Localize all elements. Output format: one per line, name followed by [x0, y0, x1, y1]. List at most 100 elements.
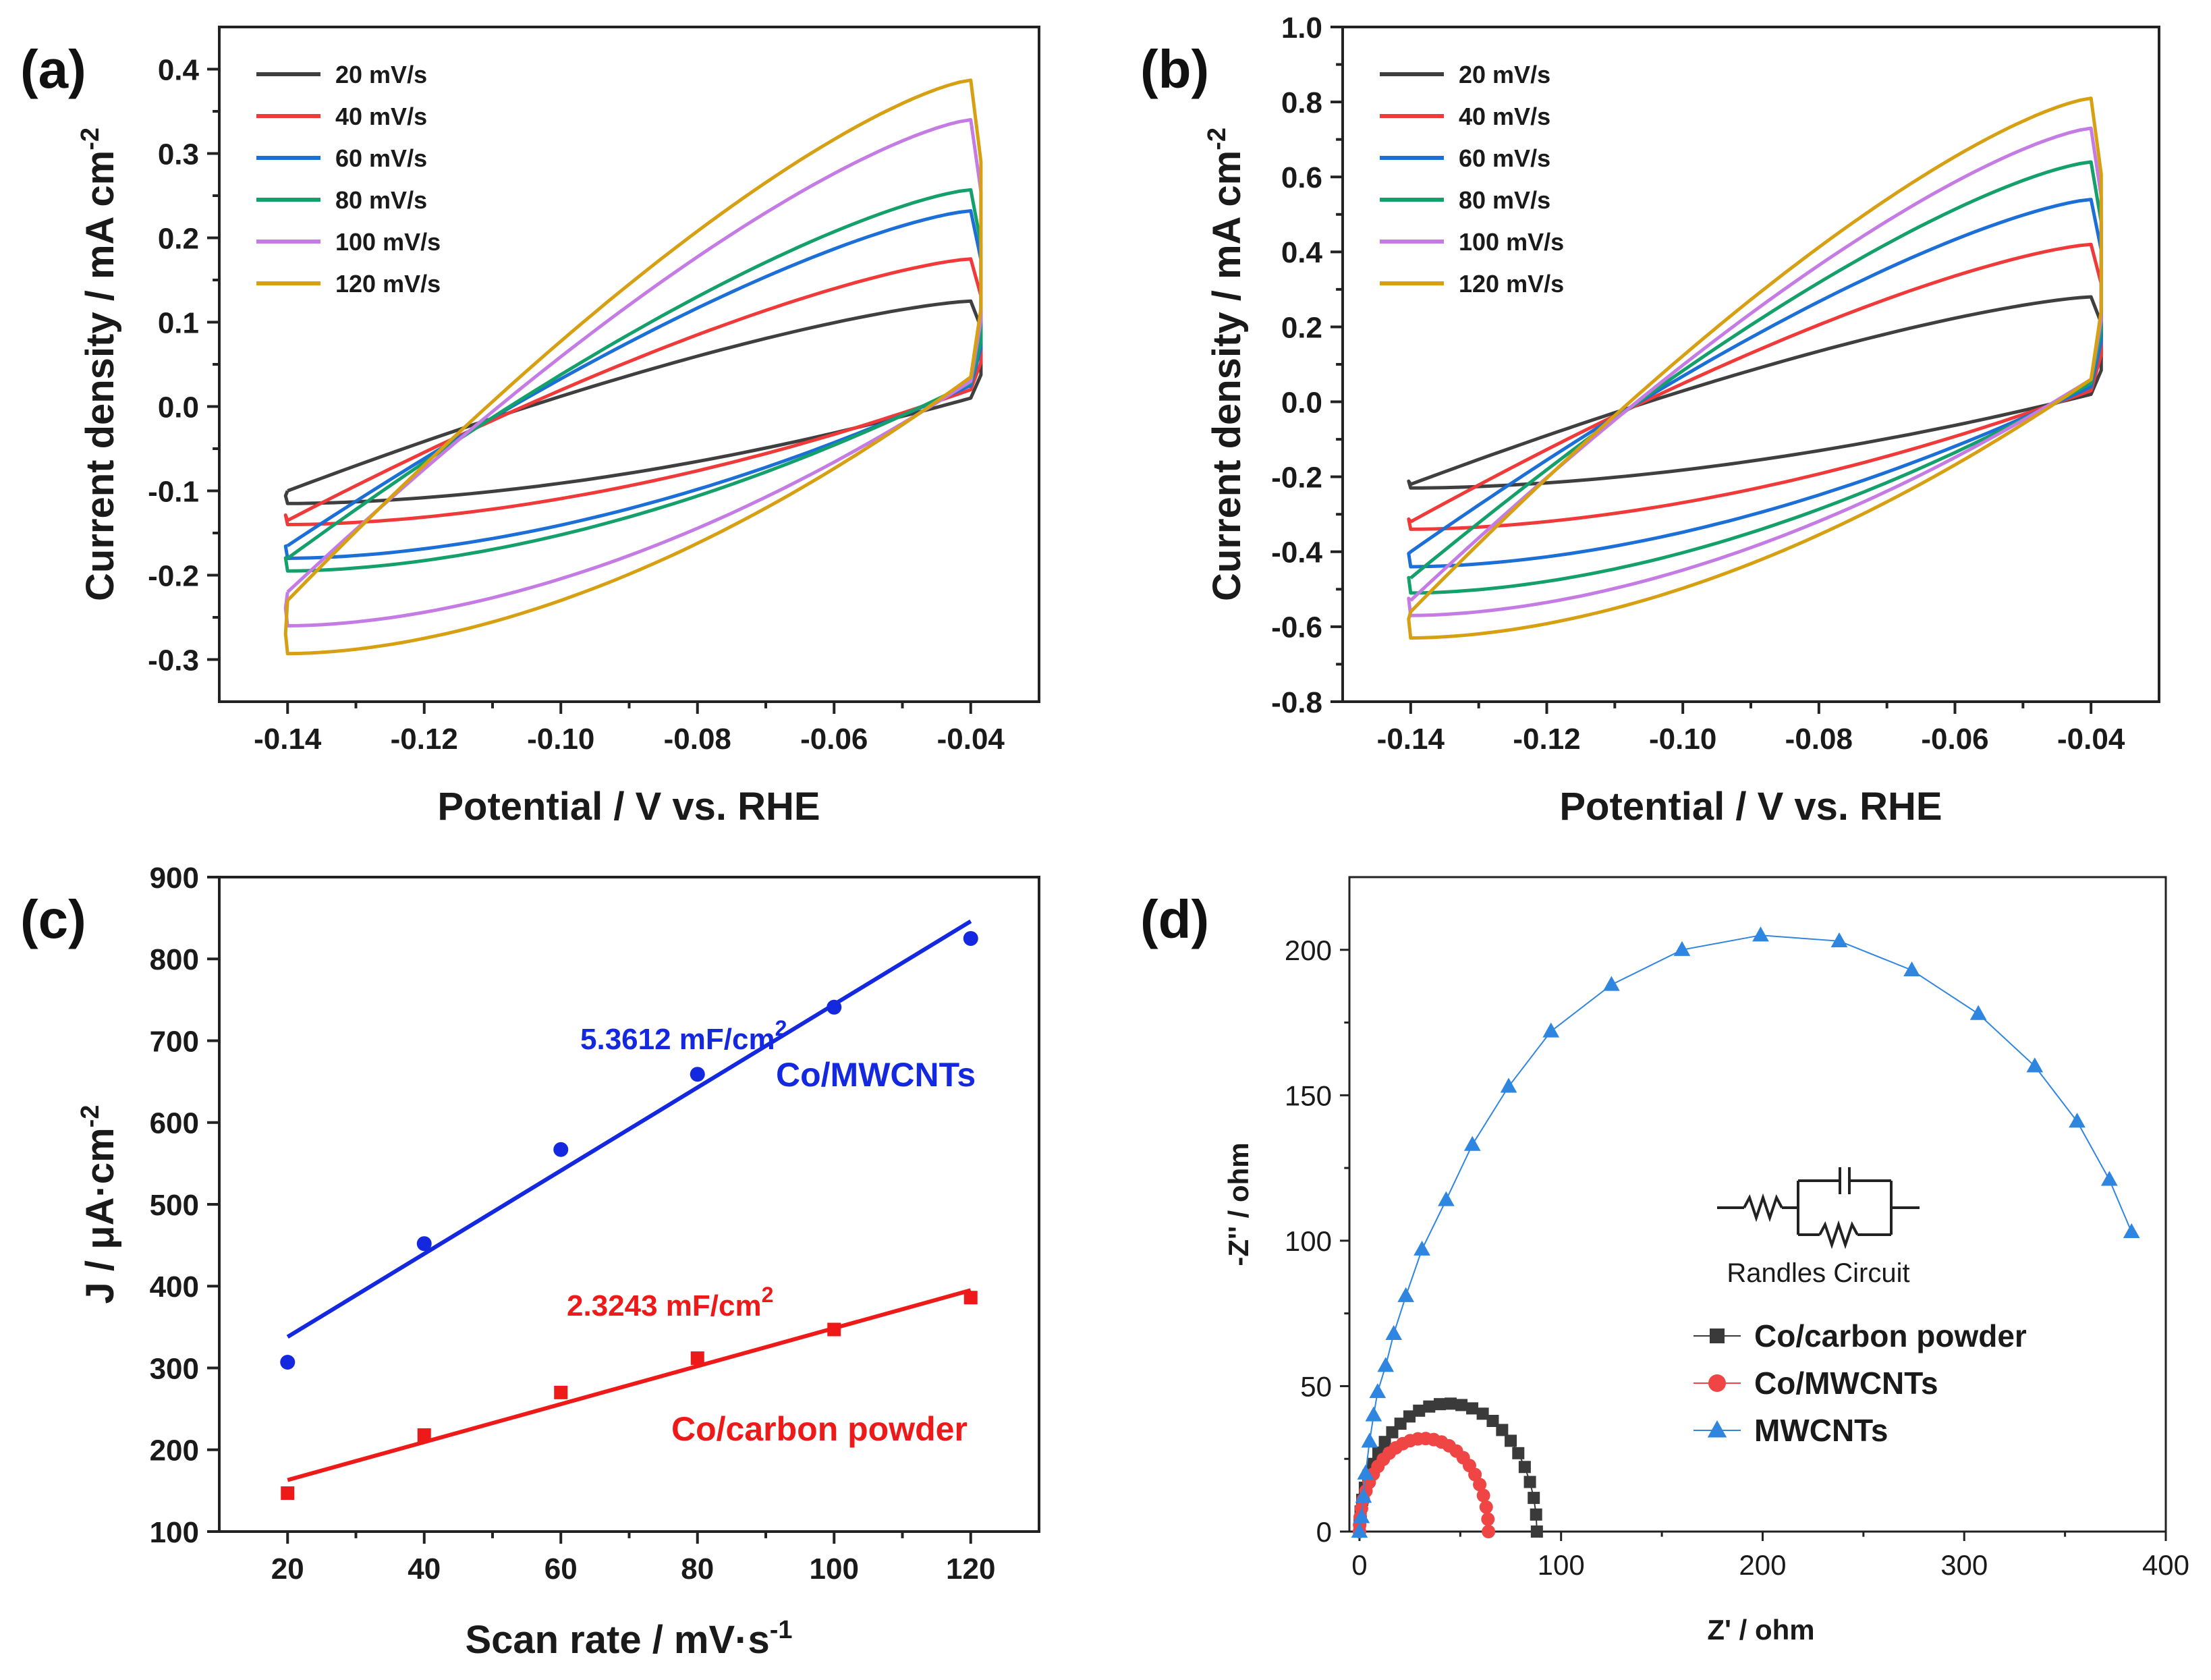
y-axis-label-d: -Z'' / ohm [1223, 1142, 1254, 1266]
y-tick-label-a: -0.1 [148, 475, 199, 508]
y-tick-label-b: 0.4 [1281, 236, 1323, 269]
x-tick-label-d: 100 [1538, 1549, 1585, 1581]
data-point-co-carbon-powder [1433, 1398, 1446, 1411]
y-tick-label-b: 0.6 [1281, 161, 1322, 194]
x-tick-label-d: 300 [1940, 1549, 1988, 1581]
axis-ticks-a: -0.14 -0.12 -0.10 -0.08 -0.06 -0.04 -0.3 -0.2 -0… [148, 53, 1005, 756]
data-point-mwcnts [1830, 932, 1848, 947]
x-axis-label-c-sup: -1 [770, 1616, 793, 1644]
x-tick-label-c: 40 [408, 1552, 441, 1586]
legend-label-a: 80 mV/s [335, 186, 427, 214]
fit-line-co-carbon [287, 1288, 972, 1482]
y-tick-label-c: 800 [150, 943, 199, 976]
legend-label-b: 80 mV/s [1459, 186, 1550, 214]
x-tick-label-d: 400 [2142, 1549, 2189, 1581]
x-tick-label-c: 60 [544, 1552, 578, 1586]
cv-curve-b-120mvs [1407, 96, 2103, 640]
series-label-co-carbon: Co/carbon powder [671, 1410, 968, 1448]
y-tick-label-d: 0 [1316, 1516, 1332, 1548]
y-axis-label-a-sup: -2 [76, 128, 105, 150]
data-point-co-mwcnts [1479, 1500, 1493, 1514]
data-point-mwcnts [2123, 1223, 2140, 1239]
legend-label-d: MWCNTs [1754, 1413, 1888, 1448]
data-point-co-carbon-powder [1530, 1508, 1542, 1521]
y-tick-label-a: -0.2 [148, 559, 199, 592]
y-tick-label-d: 200 [1285, 934, 1332, 966]
x-axis-label-d: Z' / ohm [1707, 1614, 1814, 1646]
data-point-mwcnts [1351, 1523, 1368, 1538]
data-point-co-mwcnts [1481, 1512, 1495, 1526]
data-point-co-carbon-powder [1505, 1434, 1517, 1447]
cv-curve-a-40mvs [283, 257, 983, 526]
data-point-mwcnts [2100, 1171, 2118, 1186]
y-tick-label-d: 100 [1285, 1225, 1332, 1257]
legend-label-a: 20 mV/s [335, 61, 427, 88]
data-point-co-carbon [690, 1351, 704, 1365]
y-tick-label-a: 0.3 [158, 138, 199, 171]
y-axis-label-c-sup: -2 [76, 1105, 105, 1128]
y-tick-label-b: -0.4 [1271, 536, 1322, 569]
y-tick-label-c: 300 [150, 1352, 199, 1385]
y-tick-label-a: 0.2 [158, 222, 199, 255]
data-point-co-carbon-powder [1378, 1436, 1391, 1449]
x-tick-label-a: -0.14 [254, 723, 322, 756]
data-point-co-carbon-powder [1403, 1410, 1416, 1423]
cv-curve-a-80mvs [283, 188, 983, 573]
data-point-mwcnts [1355, 1488, 1372, 1503]
legend-marker-d [1707, 1420, 1727, 1438]
data-point-co-mwcnts [280, 1355, 296, 1370]
slope-label-co-carbon-sup: 2 [762, 1283, 774, 1307]
data-point-mwcnts [1463, 1136, 1481, 1151]
slope-label-co-mwcnts: 5.3612 mF/cm2 [580, 1016, 787, 1056]
y-tick-label-b: -0.8 [1271, 686, 1322, 719]
x-axis-label-c: Scan rate / mV·s-1 [465, 1616, 792, 1662]
y-axis-label-b: Current density / mA cm-2 [1203, 128, 1249, 601]
legend-label-b: 120 mV/s [1459, 270, 1564, 298]
y-axis-label-c: J / μA·cm-2 [76, 1105, 122, 1304]
x-tick-label-d: 0 [1351, 1549, 1367, 1581]
data-point-mwcnts [1361, 1432, 1378, 1448]
y-axis-label-c-main: J / μA·cm [78, 1127, 122, 1304]
x-tick-label-a: -0.10 [527, 723, 594, 756]
slope-label-co-carbon: 2.3243 mF/cm2 [567, 1283, 773, 1322]
data-point-co-carbon-powder [1518, 1461, 1531, 1474]
y-axis-label-b-main: Current density / mA cm [1205, 150, 1249, 601]
axis-ticks-b: -0.14 -0.12 -0.10 -0.08 -0.06 -0.04 -0.8 -0.6 -0… [1271, 11, 2125, 756]
panel-tag-a: (a) [20, 39, 86, 99]
panel-tag-d: (d) [1140, 889, 1209, 949]
y-tick-label-a: -0.3 [148, 644, 199, 677]
data-point-co-carbon-powder [1423, 1400, 1436, 1413]
y-tick-label-c: 700 [150, 1025, 199, 1058]
legend-label-d: Co/carbon powder [1754, 1318, 2027, 1353]
randles-circuit-label: Randles Circuit [1727, 1258, 1909, 1288]
y-tick-label-c: 600 [150, 1107, 199, 1140]
x-tick-label-a: -0.12 [391, 723, 458, 756]
legend-label-a: 100 mV/s [335, 228, 441, 256]
data-point-mwcnts [2069, 1113, 2086, 1128]
x-tick-label-b: -0.08 [1785, 723, 1853, 756]
data-point-mwcnts [1357, 1464, 1374, 1480]
x-tick-label-b: -0.04 [2057, 723, 2125, 756]
legend-marker-d [1710, 1328, 1725, 1343]
x-axis-label-a: Potential / V vs. RHE [437, 785, 820, 829]
x-tick-label-a: -0.08 [664, 723, 731, 756]
slope-label-co-mwcnts-sup: 2 [775, 1016, 787, 1040]
legend-label-b: 40 mV/s [1459, 103, 1550, 130]
data-point-co-carbon-powder [1528, 1492, 1540, 1505]
y-axis-label-b-sup: -2 [1203, 128, 1231, 150]
data-point-mwcnts [1414, 1240, 1430, 1256]
data-point-co-mwcnts [416, 1236, 432, 1252]
data-point-co-carbon-powder [1523, 1476, 1536, 1488]
legend-label-a: 60 mV/s [335, 144, 427, 172]
x-tick-label-b: -0.06 [1921, 723, 1988, 756]
data-point-co-mwcnts [553, 1142, 569, 1157]
axis-ticks-d: 0 100 200 300 400 0 50 100 150 200 [1285, 934, 2189, 1581]
panel-tag-b: (b) [1140, 39, 1209, 99]
data-point-mwcnts [1353, 1508, 1370, 1523]
data-point-mwcnts [1397, 1287, 1415, 1302]
x-tick-label-a: -0.06 [800, 723, 868, 756]
legend-marker-d [1708, 1374, 1726, 1392]
data-point-co-carbon-powder [1530, 1525, 1543, 1538]
legend-label-b: 60 mV/s [1459, 144, 1550, 172]
